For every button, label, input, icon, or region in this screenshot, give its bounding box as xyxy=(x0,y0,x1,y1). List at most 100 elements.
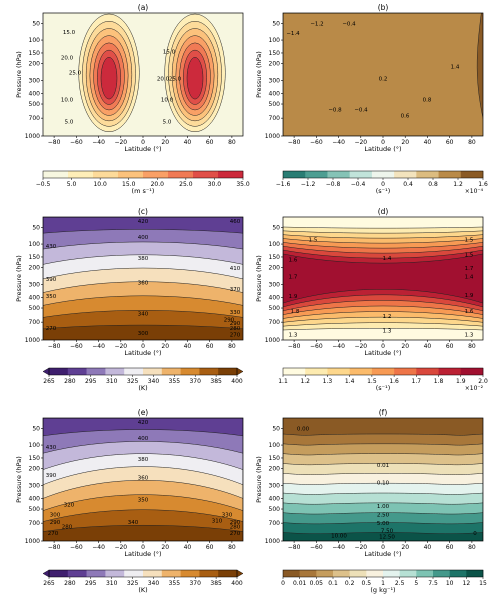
colorbar-tick-label: 355 xyxy=(169,378,181,385)
colorbar-extend-low xyxy=(42,367,50,376)
panel-title: (e) xyxy=(138,408,149,417)
contour-label: 270 xyxy=(230,531,241,537)
x-tick-label: −60 xyxy=(70,343,83,350)
y-tick-label: 1000 xyxy=(265,538,280,545)
y-tick-label: 1000 xyxy=(265,133,280,140)
contour-label: 370 xyxy=(230,287,241,293)
contour-label: 340 xyxy=(128,520,139,526)
y-tick-label: 400 xyxy=(269,91,281,98)
colorbar-tick-label: 385 xyxy=(210,580,222,587)
x-tick-label: 20 xyxy=(161,139,169,146)
x-tick-label: −20 xyxy=(354,544,367,551)
panel-3: 1.41.51.61.51.7 1.41.91.21.81.31.31.51.71… xyxy=(255,207,488,392)
colorbar-tick-label: 1 xyxy=(381,580,385,587)
colorbar-segment xyxy=(327,368,350,375)
y-axis-label: Pressure (hPa) xyxy=(255,456,263,503)
x-tick-label: 40 xyxy=(184,544,192,551)
x-tick-label: 20 xyxy=(161,343,169,350)
colorbar-segment xyxy=(349,368,373,375)
x-tick-label: 0 xyxy=(141,343,145,350)
colorbar-scale: ×10⁻² xyxy=(465,385,484,392)
contour-label: 25.0 xyxy=(169,77,182,83)
x-tick-label: 80 xyxy=(468,544,476,551)
y-tick-label: 300 xyxy=(269,78,281,85)
contour-label: 0.01 xyxy=(377,463,389,469)
x-tick-label: 80 xyxy=(228,343,236,350)
contour-label: 1.8 xyxy=(291,309,300,315)
colorbar-segment xyxy=(349,570,367,577)
contour-band xyxy=(283,13,483,136)
colorbar-tick-label: 340 xyxy=(148,378,160,385)
contour-label: 400 xyxy=(138,436,149,442)
y-tick-label: 50 xyxy=(32,224,40,231)
colorbar-segment xyxy=(327,171,350,178)
contour-label: 1.5 xyxy=(309,238,318,244)
y-tick-label: 500 xyxy=(269,506,281,513)
colorbar-segment xyxy=(161,570,181,577)
colorbar: −0.5 5.0 10.0 15.0 20.0 25.0 30.0 35.0 (m s⁻¹) xyxy=(36,170,250,195)
colorbar-tick-label: 325 xyxy=(127,580,139,587)
x-tick-label: 0 xyxy=(141,139,145,146)
y-tick-label: 50 xyxy=(32,425,40,432)
x-tick-label: −60 xyxy=(310,544,323,551)
colorbar-tick-label: 370 xyxy=(189,580,201,587)
colorbar-segment xyxy=(199,368,219,375)
x-tick-label: 40 xyxy=(424,544,432,551)
contour-label: 1.9 xyxy=(289,294,298,300)
colorbar-frame xyxy=(282,367,484,376)
x-tick-label: −40 xyxy=(92,139,105,146)
contour-band xyxy=(283,532,483,541)
colorbar-tick-label: 370 xyxy=(189,378,201,385)
colorbar-segment xyxy=(316,570,334,577)
x-axis-label: Latitude (°) xyxy=(124,145,161,153)
colorbar-segment xyxy=(68,171,94,178)
contour-label: 290 xyxy=(230,321,241,327)
contour-label: 10.00 xyxy=(331,533,347,539)
panel-0: 15.020.025.010.05.015.020.0 25.010.05.0(a… xyxy=(15,3,250,195)
panel-title: (d) xyxy=(378,207,389,216)
x-tick-label: −20 xyxy=(114,139,127,146)
colorbar-tick-label: −0.8 xyxy=(326,181,341,188)
x-tick-label: −60 xyxy=(310,343,323,350)
contour-label: 330 xyxy=(222,512,233,518)
contour-label: 25.0 xyxy=(69,71,82,77)
colorbar-segment xyxy=(143,368,163,375)
colorbar-segment xyxy=(118,171,144,178)
y-tick-label: 50 xyxy=(272,20,280,27)
contour-label: −1.2 xyxy=(310,21,323,27)
panel-title: (f) xyxy=(379,408,388,417)
contour-label: 1.5 xyxy=(465,252,474,258)
colorbar-segment xyxy=(180,570,200,577)
y-tick-label: 700 xyxy=(269,319,281,326)
colorbar-segment xyxy=(394,368,417,375)
y-tick-label: 400 xyxy=(29,496,41,503)
colorbar-frame xyxy=(48,367,238,376)
x-axis-label: Latitude (°) xyxy=(364,145,401,153)
y-tick-label: 150 xyxy=(269,254,281,261)
contour-label: 1.7 xyxy=(289,275,298,281)
contour-label: 5.0 xyxy=(65,120,74,126)
y-tick-label: 200 xyxy=(29,465,41,472)
colorbar: 265 280 295 310 325 340 355 370 385 400 (K) xyxy=(42,367,244,392)
colorbar-segment xyxy=(371,171,395,178)
y-tick-label: 100 xyxy=(269,442,281,449)
contour-band xyxy=(100,57,204,100)
contour-label: 1.9 xyxy=(465,293,474,299)
contour-label: 330 xyxy=(230,310,241,316)
contour-label: 12.50 xyxy=(379,535,395,541)
colorbar-tick-label: 15 xyxy=(479,580,487,587)
contour-label: 390 xyxy=(46,473,57,479)
contour-label: 430 xyxy=(46,445,57,451)
y-tick-label: 150 xyxy=(269,455,281,462)
plot-area: 0.00 0.01 0.10 1.00 2.50 5.007.50 10.00 12.50 0 xyxy=(283,418,483,541)
x-tick-label: −40 xyxy=(92,343,105,350)
plot-area: −1.4 −1.2 −0.4 −0.8 −0.4 0.2 0.6 0.8 1.4 xyxy=(283,13,483,136)
contour-label: 290 xyxy=(230,520,241,526)
colorbar-tick-label: 325 xyxy=(127,378,139,385)
contour-label: 1.4 xyxy=(383,256,392,262)
panel-title: (b) xyxy=(378,3,389,12)
contour-label: 360 xyxy=(138,281,149,287)
x-tick-label: 60 xyxy=(206,343,214,350)
colorbar-tick-label: 280 xyxy=(64,378,76,385)
y-tick-label: 200 xyxy=(29,60,41,67)
